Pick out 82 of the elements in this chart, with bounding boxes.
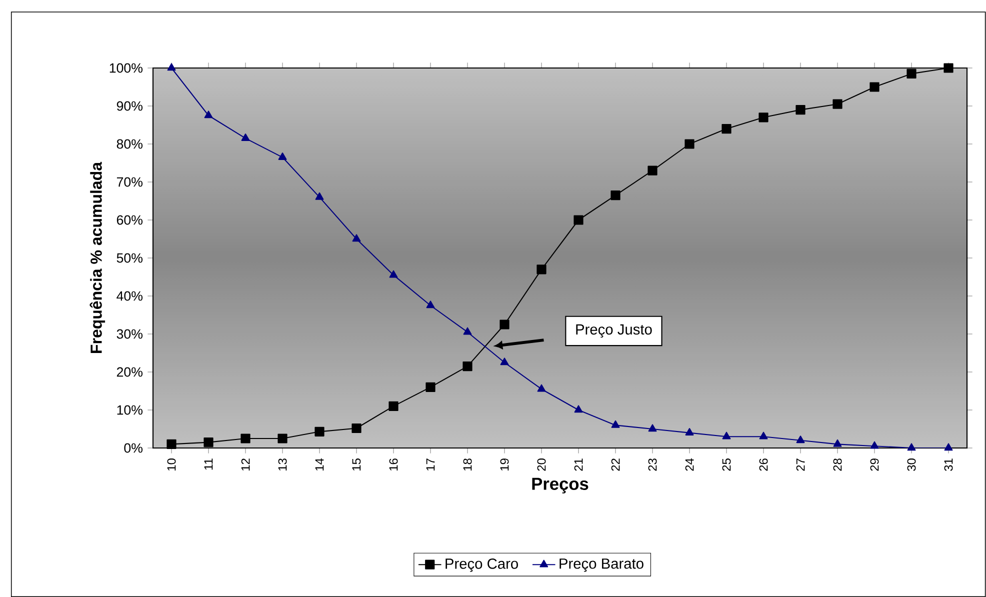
x-tick-label: 22 xyxy=(611,458,620,471)
x-tick-label: 17 xyxy=(426,458,435,470)
point xyxy=(278,152,287,160)
point xyxy=(463,327,472,335)
x-tick-label: 31 xyxy=(944,458,953,471)
y-tick-label: 20% xyxy=(116,367,142,377)
y-tick-label: 40% xyxy=(116,291,142,301)
x-tick-label: 11 xyxy=(204,458,213,470)
x-tick-label: 15 xyxy=(352,458,361,470)
point xyxy=(870,82,880,92)
point xyxy=(722,124,732,134)
y-tick-label: 70% xyxy=(116,177,142,187)
x-tick-label: 14 xyxy=(315,458,324,470)
point xyxy=(722,432,731,440)
x-tick-label: 10 xyxy=(167,458,176,470)
point xyxy=(388,401,398,411)
y-tick-label: 90% xyxy=(116,101,142,111)
legend-label: Preço Barato xyxy=(560,558,644,572)
point xyxy=(758,112,768,122)
point xyxy=(944,443,953,451)
point xyxy=(537,384,546,392)
point xyxy=(426,300,435,308)
x-tick-label: 19 xyxy=(500,458,509,470)
point xyxy=(648,166,658,176)
x-tick-label: 21 xyxy=(574,458,583,471)
point xyxy=(352,234,361,242)
x-tick-label: 29 xyxy=(870,458,879,471)
point xyxy=(907,443,916,451)
y-tick-label: 60% xyxy=(116,215,142,225)
y-axis-title: Frequência % acumulada xyxy=(90,162,106,353)
annotation: Preço Justo xyxy=(576,324,652,338)
point xyxy=(832,99,842,109)
x-tick-label: 28 xyxy=(833,458,842,471)
point xyxy=(462,361,472,372)
point xyxy=(167,63,176,71)
x-tick-label: 30 xyxy=(907,458,916,471)
point xyxy=(352,423,362,434)
point xyxy=(906,68,916,78)
point xyxy=(833,439,842,447)
point xyxy=(500,320,510,330)
x-tick-label: 27 xyxy=(796,458,805,471)
point xyxy=(389,270,398,278)
point xyxy=(314,426,324,436)
point xyxy=(315,192,324,200)
y-tick-label: 100% xyxy=(110,63,142,73)
point xyxy=(648,424,657,432)
x-tick-label: 25 xyxy=(722,458,731,471)
x-tick-label: 16 xyxy=(389,458,398,470)
y-tick-label: 50% xyxy=(116,253,142,263)
point xyxy=(204,437,214,448)
y-tick-label: 80% xyxy=(116,139,142,149)
point xyxy=(796,436,805,444)
x-tick-label: 13 xyxy=(278,458,287,470)
point xyxy=(241,133,250,141)
point xyxy=(611,420,620,428)
point xyxy=(166,439,176,449)
point xyxy=(536,264,546,274)
x-tick-label: 18 xyxy=(463,458,472,470)
point xyxy=(240,434,250,444)
x-tick-label: 20 xyxy=(537,458,546,471)
x-tick-label: 24 xyxy=(685,458,694,471)
x-axis-title: Preços xyxy=(532,478,588,494)
point xyxy=(685,428,694,436)
point xyxy=(500,358,509,366)
point xyxy=(759,432,768,440)
point xyxy=(426,382,436,392)
y-tick-label: 10% xyxy=(117,405,142,415)
point xyxy=(574,405,583,413)
y-tick-label: 30% xyxy=(116,329,142,339)
y-tick-label: 0% xyxy=(124,443,142,453)
point xyxy=(574,215,584,225)
x-tick-label: 23 xyxy=(648,458,657,471)
point xyxy=(610,190,620,200)
point xyxy=(684,139,694,149)
point xyxy=(278,434,288,444)
point xyxy=(944,63,954,73)
legend-label: Preço Caro xyxy=(446,558,518,572)
point xyxy=(204,110,213,118)
point xyxy=(796,104,806,115)
x-tick-label: 12 xyxy=(241,458,250,470)
point xyxy=(870,441,879,449)
x-tick-label: 26 xyxy=(759,458,768,471)
